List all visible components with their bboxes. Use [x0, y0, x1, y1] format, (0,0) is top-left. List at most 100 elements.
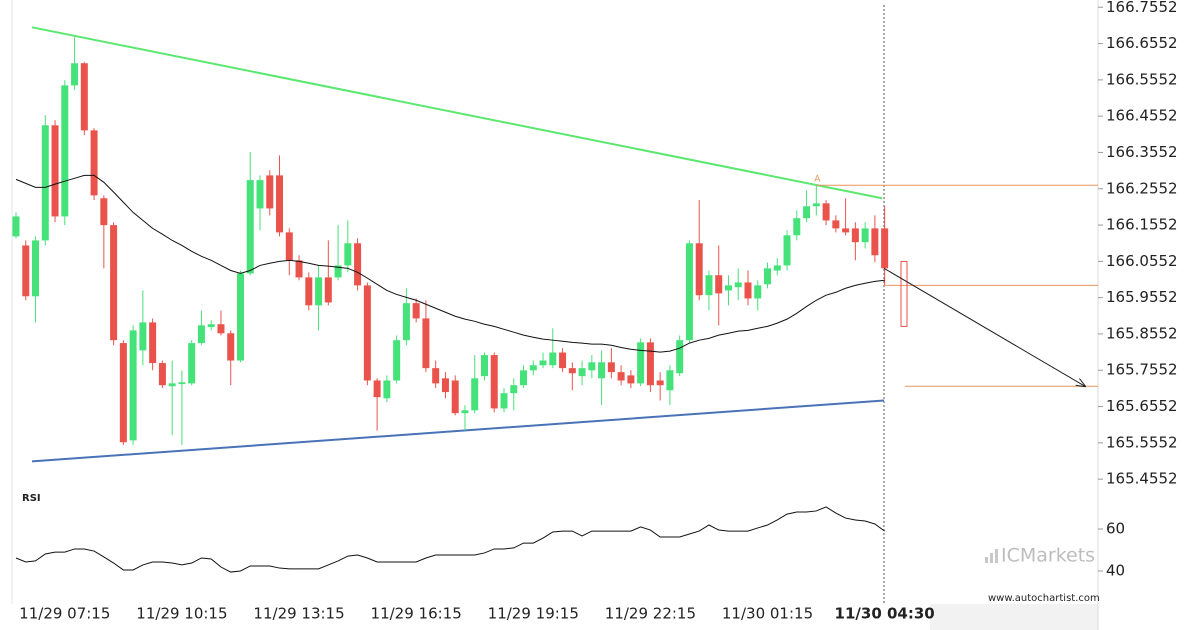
candle-body [568, 368, 576, 374]
candle-body [422, 318, 430, 369]
candle-body [412, 303, 420, 319]
candle-body [178, 382, 186, 385]
candle-body [637, 342, 645, 384]
x-tick-label: 11/29 22:15 [605, 605, 696, 623]
candle-body [500, 393, 508, 409]
rsi-tick-label: 60 [1106, 520, 1125, 538]
pattern-label: A [814, 175, 821, 185]
candle-body [764, 268, 772, 285]
rsi-label: RSI [22, 493, 41, 504]
support-line [31, 399, 885, 463]
moving-average [15, 174, 885, 353]
projection-box [900, 260, 908, 327]
candle-body [344, 243, 352, 266]
axis-strip [930, 604, 1098, 630]
y-tick-label: 166.1552 [1106, 216, 1178, 234]
candle-body [656, 380, 664, 386]
candle-body [715, 275, 723, 294]
rsi-line [15, 506, 885, 573]
candle-body [607, 362, 615, 373]
candle-body [256, 180, 264, 209]
candle-body [617, 372, 625, 381]
candle-body [724, 285, 732, 291]
x-tick-label: 11/29 19:15 [488, 605, 579, 623]
candle-body [315, 277, 323, 306]
candle-body [773, 265, 781, 271]
rsi-tick-label: 40 [1106, 562, 1125, 580]
watermark: ICMarkets [1001, 545, 1095, 567]
candle-body [334, 265, 342, 278]
candle-body [529, 365, 537, 371]
candle-body [705, 275, 713, 296]
watermark-icon [985, 549, 998, 563]
candle-body [783, 235, 791, 266]
candle-body [646, 342, 654, 386]
candle-body [490, 355, 498, 409]
candle-body [71, 63, 79, 86]
candle-body [461, 410, 469, 414]
candle-body [285, 232, 293, 261]
x-tick-label: 11/29 10:15 [136, 605, 227, 623]
candle-body [149, 322, 157, 364]
candle-body [168, 383, 176, 387]
y-tick-label: 165.9552 [1106, 288, 1178, 306]
candle-body [197, 325, 205, 344]
candle-body [90, 130, 98, 196]
candle-body [324, 277, 332, 303]
y-tick-label: 166.7552 [1106, 0, 1178, 16]
candle-body [471, 378, 479, 411]
candle-body [451, 380, 459, 414]
candle-body [402, 303, 410, 341]
candle-body [217, 324, 225, 334]
candle-body [803, 206, 811, 219]
x-tick-label: 11/29 07:15 [19, 605, 110, 623]
candle-body [822, 203, 830, 221]
candle-body [695, 243, 703, 296]
y-tick-label: 166.5552 [1106, 70, 1178, 88]
candle-body [80, 63, 88, 131]
candle-body [598, 362, 606, 379]
candle-body [510, 385, 518, 394]
candle-body [158, 363, 166, 386]
candle-body [432, 368, 440, 384]
candle-body [276, 175, 284, 233]
candle-body [383, 380, 391, 399]
candle-body [549, 352, 557, 366]
candle-body [851, 228, 859, 243]
y-tick-label: 166.0552 [1106, 252, 1178, 270]
candle-body [832, 220, 840, 229]
candle-body [441, 378, 449, 393]
y-tick-label: 165.7552 [1106, 361, 1178, 379]
candle-body [32, 240, 40, 297]
source: www.autochartist.com [988, 593, 1100, 604]
y-tick-label: 166.3552 [1106, 143, 1178, 161]
candle-body [539, 360, 547, 366]
y-tick-label: 166.6552 [1106, 34, 1178, 52]
candle-body [861, 228, 869, 243]
candle-body [139, 322, 147, 351]
candle-body [246, 180, 254, 274]
candle-body [520, 370, 528, 386]
candle-body [373, 380, 381, 398]
candle-body [188, 343, 196, 384]
y-tick-label: 166.4552 [1106, 107, 1178, 125]
candle-body [578, 368, 586, 377]
y-tick-label: 165.6552 [1106, 397, 1178, 415]
candle-body [305, 277, 313, 306]
candle-body [119, 343, 127, 443]
rsi-panel: 40 60 [15, 506, 1125, 580]
candle-body [236, 273, 244, 361]
candle-body [812, 203, 820, 207]
forecast-arrow [883, 267, 1085, 386]
candle-body [61, 85, 69, 217]
candle-body [22, 245, 30, 297]
x-tick-label: 11/29 16:15 [371, 605, 462, 623]
candle-body [12, 216, 20, 237]
candle-body [51, 125, 59, 217]
resistance-line [31, 26, 883, 200]
candle-body [354, 243, 362, 286]
candle-body [627, 375, 635, 384]
candle-body [744, 282, 752, 299]
